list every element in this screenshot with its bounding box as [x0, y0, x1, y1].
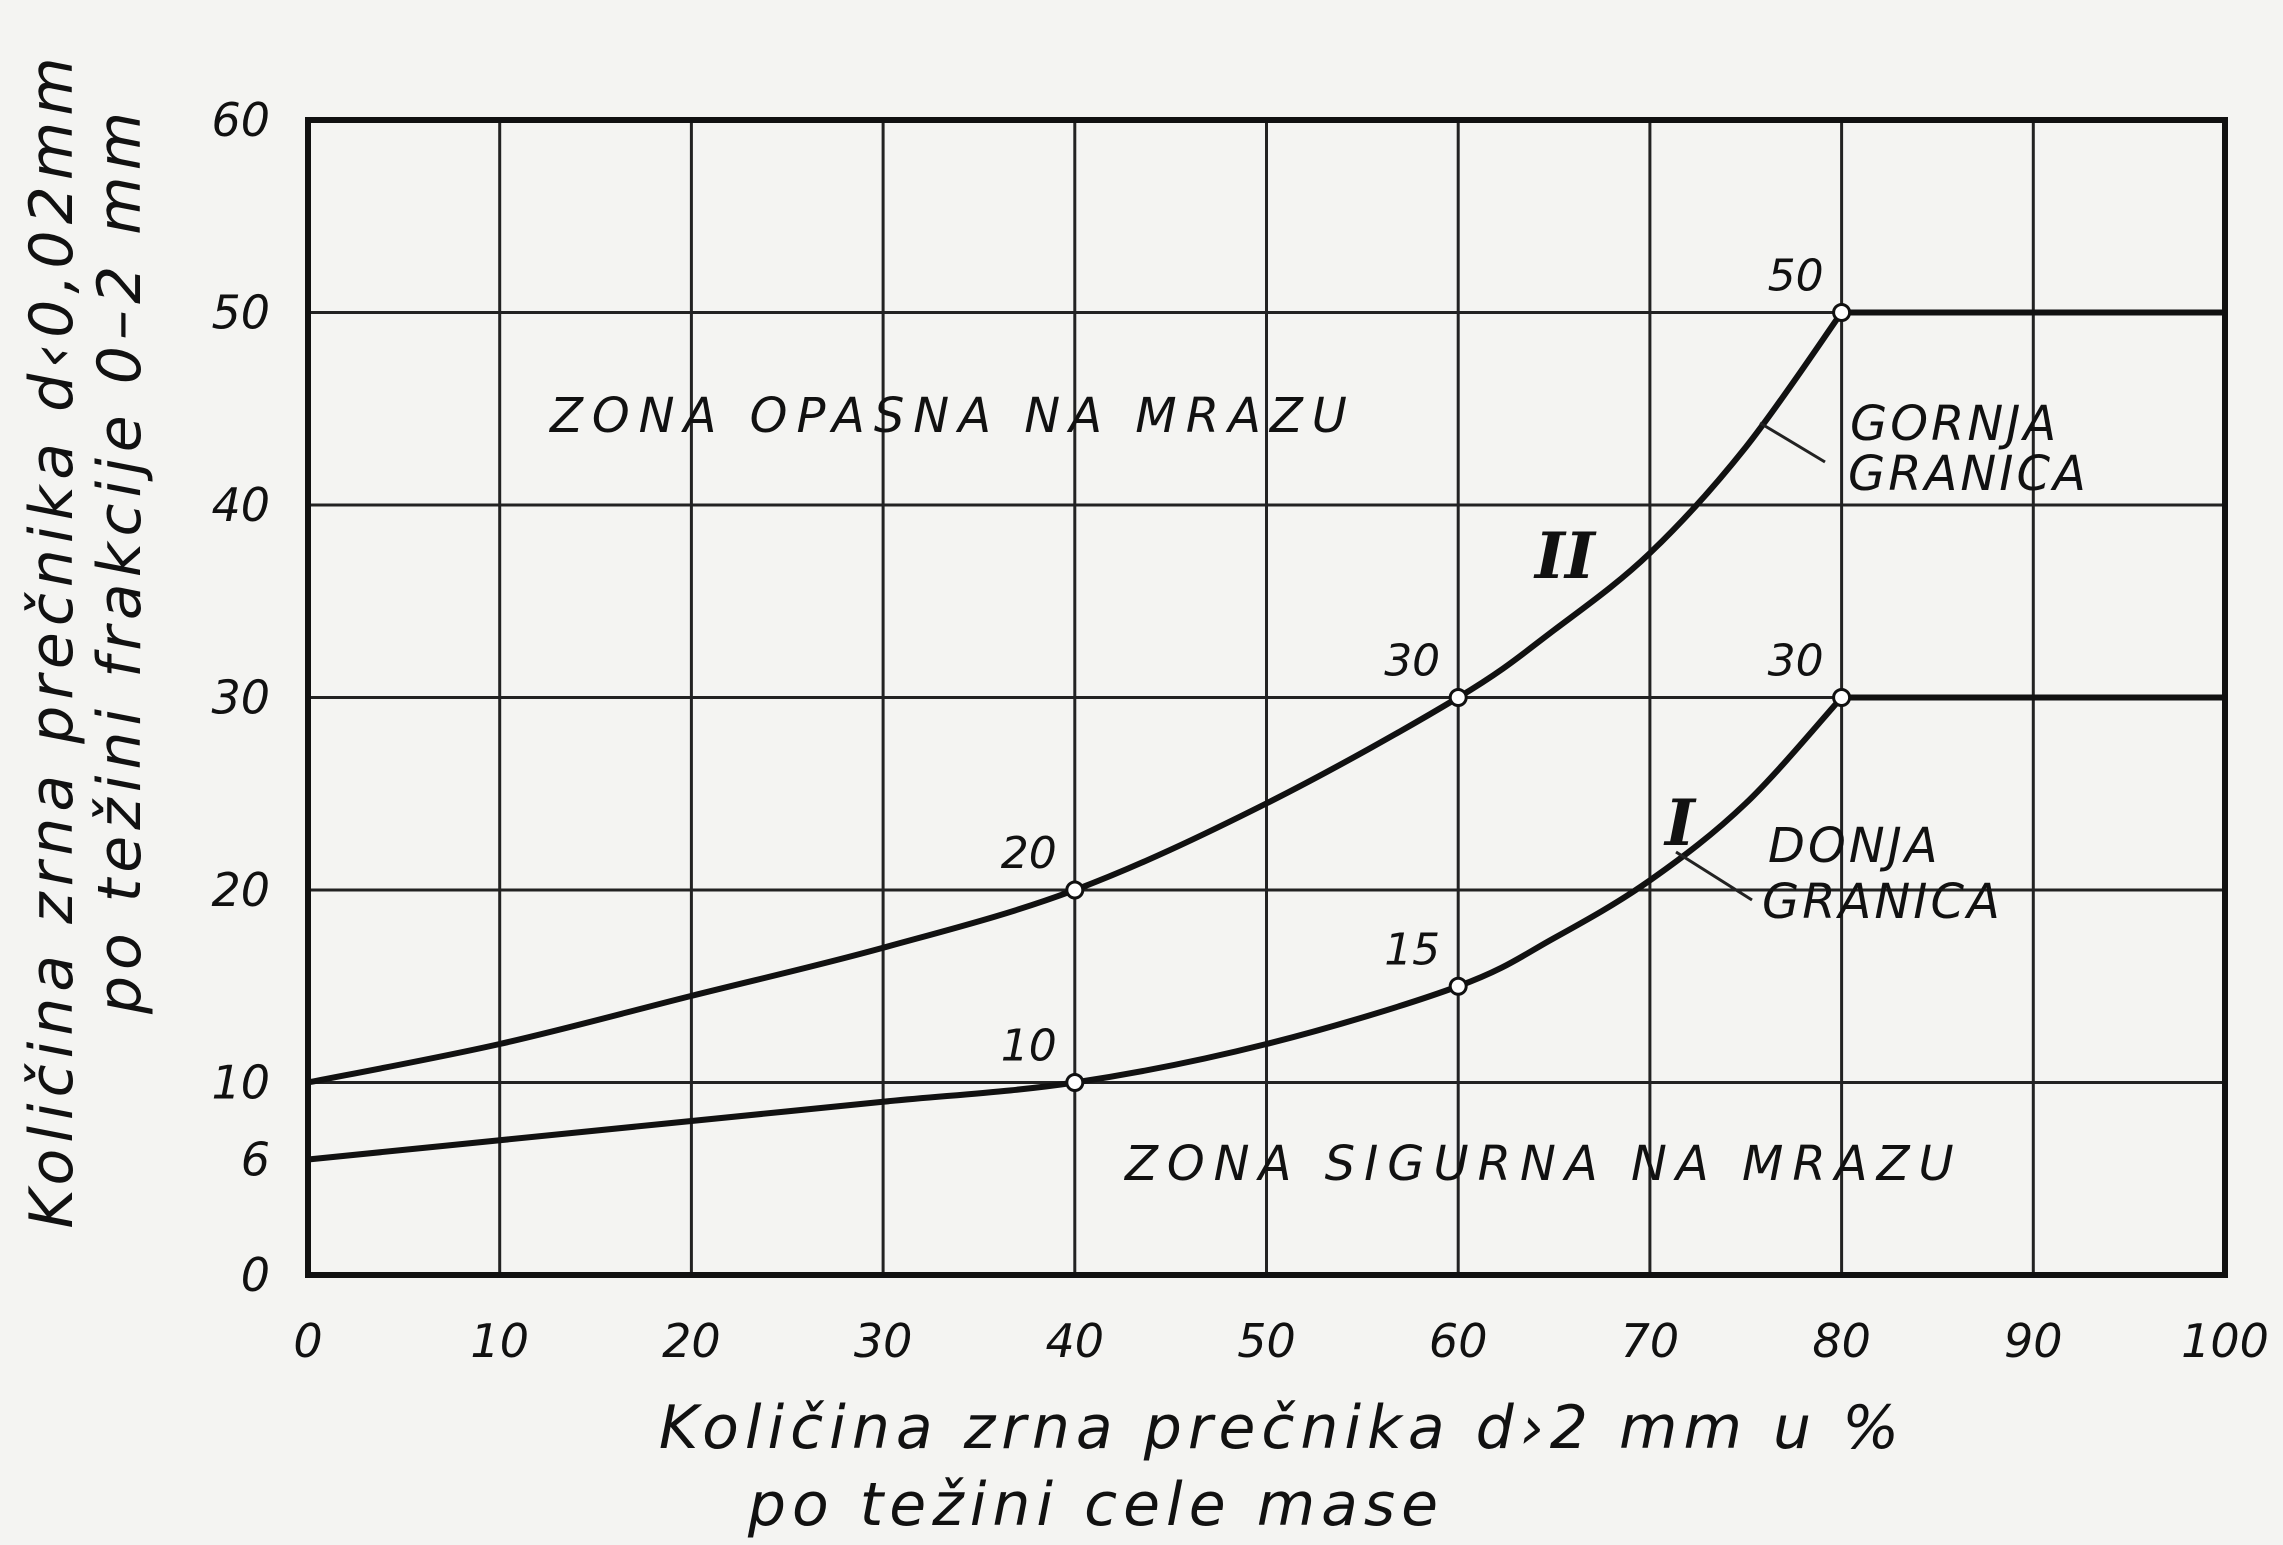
y-tick-label-6: 6 — [241, 1133, 270, 1187]
x-tick-label-40: 40 — [1046, 1314, 1105, 1368]
y-tick-label-60: 60 — [211, 93, 270, 147]
upper-bound-label-line1: GORNJA — [1850, 396, 2059, 452]
x-tick-label-0: 0 — [293, 1314, 322, 1368]
plot-frame — [305, 117, 2228, 1278]
series-1-point-label-80: 30 — [1768, 636, 1824, 687]
curve-lower-roman-label: I — [1663, 786, 1697, 861]
x-tick-label-100: 100 — [2181, 1314, 2269, 1368]
x-tick-label-80: 80 — [1812, 1314, 1871, 1368]
x-tick-label-70: 70 — [1621, 1314, 1680, 1368]
series-0-point-60 — [1448, 688, 1468, 707]
series-1-point-80 — [1832, 688, 1852, 707]
marker-layer: 20 30 50 10 15 30 — [1001, 251, 1852, 1092]
series-0-rising-curve — [307, 310, 1845, 1086]
series-1-point-label-40: 10 — [1001, 1021, 1057, 1072]
lower-bound-label-line2: GRANICA — [1762, 874, 2003, 930]
tick-layer: 0 10 20 30 40 50 60 70 80 90 100 0 6 10 20 30 40 50 60 — [211, 93, 2268, 1368]
series-0-point-80 — [1832, 303, 1852, 322]
series-1-point-40 — [1065, 1073, 1085, 1092]
y-axis-title-line2: po težini frakcije 0–2 mm — [85, 106, 155, 1015]
x-tick-label-20: 20 — [662, 1314, 721, 1368]
series-1-point-label-60: 15 — [1384, 924, 1440, 975]
upper-bound-leader-line — [1759, 421, 1826, 464]
y-tick-label-30: 30 — [211, 671, 270, 725]
x-tick-label-60: 60 — [1429, 1314, 1488, 1368]
x-tick-label-50: 50 — [1237, 1314, 1296, 1368]
series-0-point-40 — [1065, 880, 1085, 900]
y-tick-label-40: 40 — [211, 478, 270, 532]
upper-bound-label-line2: GRANICA — [1848, 446, 2089, 502]
curve-layer — [307, 309, 2225, 1163]
x-tick-label-30: 30 — [854, 1314, 913, 1368]
y-tick-label-50: 50 — [211, 286, 270, 340]
lower-bound-label-line1: DONJA — [1768, 818, 1941, 874]
series-1-point-60 — [1448, 976, 1468, 996]
y-axis-title-line1: Količina zrna prečnika d‹0,02mm — [17, 51, 87, 1228]
x-tick-label-90: 90 — [2004, 1314, 2063, 1368]
x-axis-title-line1: Količina zrna prečnika d›2 mm u % — [659, 1393, 1905, 1463]
y-tick-label-20: 20 — [211, 863, 270, 917]
curve-upper-roman-label: II — [1533, 519, 1597, 594]
y-tick-label-0: 0 — [241, 1248, 270, 1302]
zone-safe-label: ZONA SIGURNA NA MRAZU — [1123, 1136, 1963, 1192]
series-0-point-label-80: 50 — [1768, 251, 1824, 302]
series-1-rising-curve — [307, 695, 1844, 1163]
zone-dangerous-label: ZONA OPASNA NA MRAZU — [548, 388, 1356, 444]
series-0-point-label-60: 30 — [1384, 636, 1440, 687]
y-tick-label-10: 10 — [211, 1056, 270, 1110]
series-0-point-label-40: 20 — [1001, 828, 1057, 879]
lower-bound-leader-line — [1675, 850, 1753, 902]
x-axis-title-line2: po težini cele mase — [747, 1470, 1444, 1540]
x-tick-label-10: 10 — [470, 1314, 529, 1368]
